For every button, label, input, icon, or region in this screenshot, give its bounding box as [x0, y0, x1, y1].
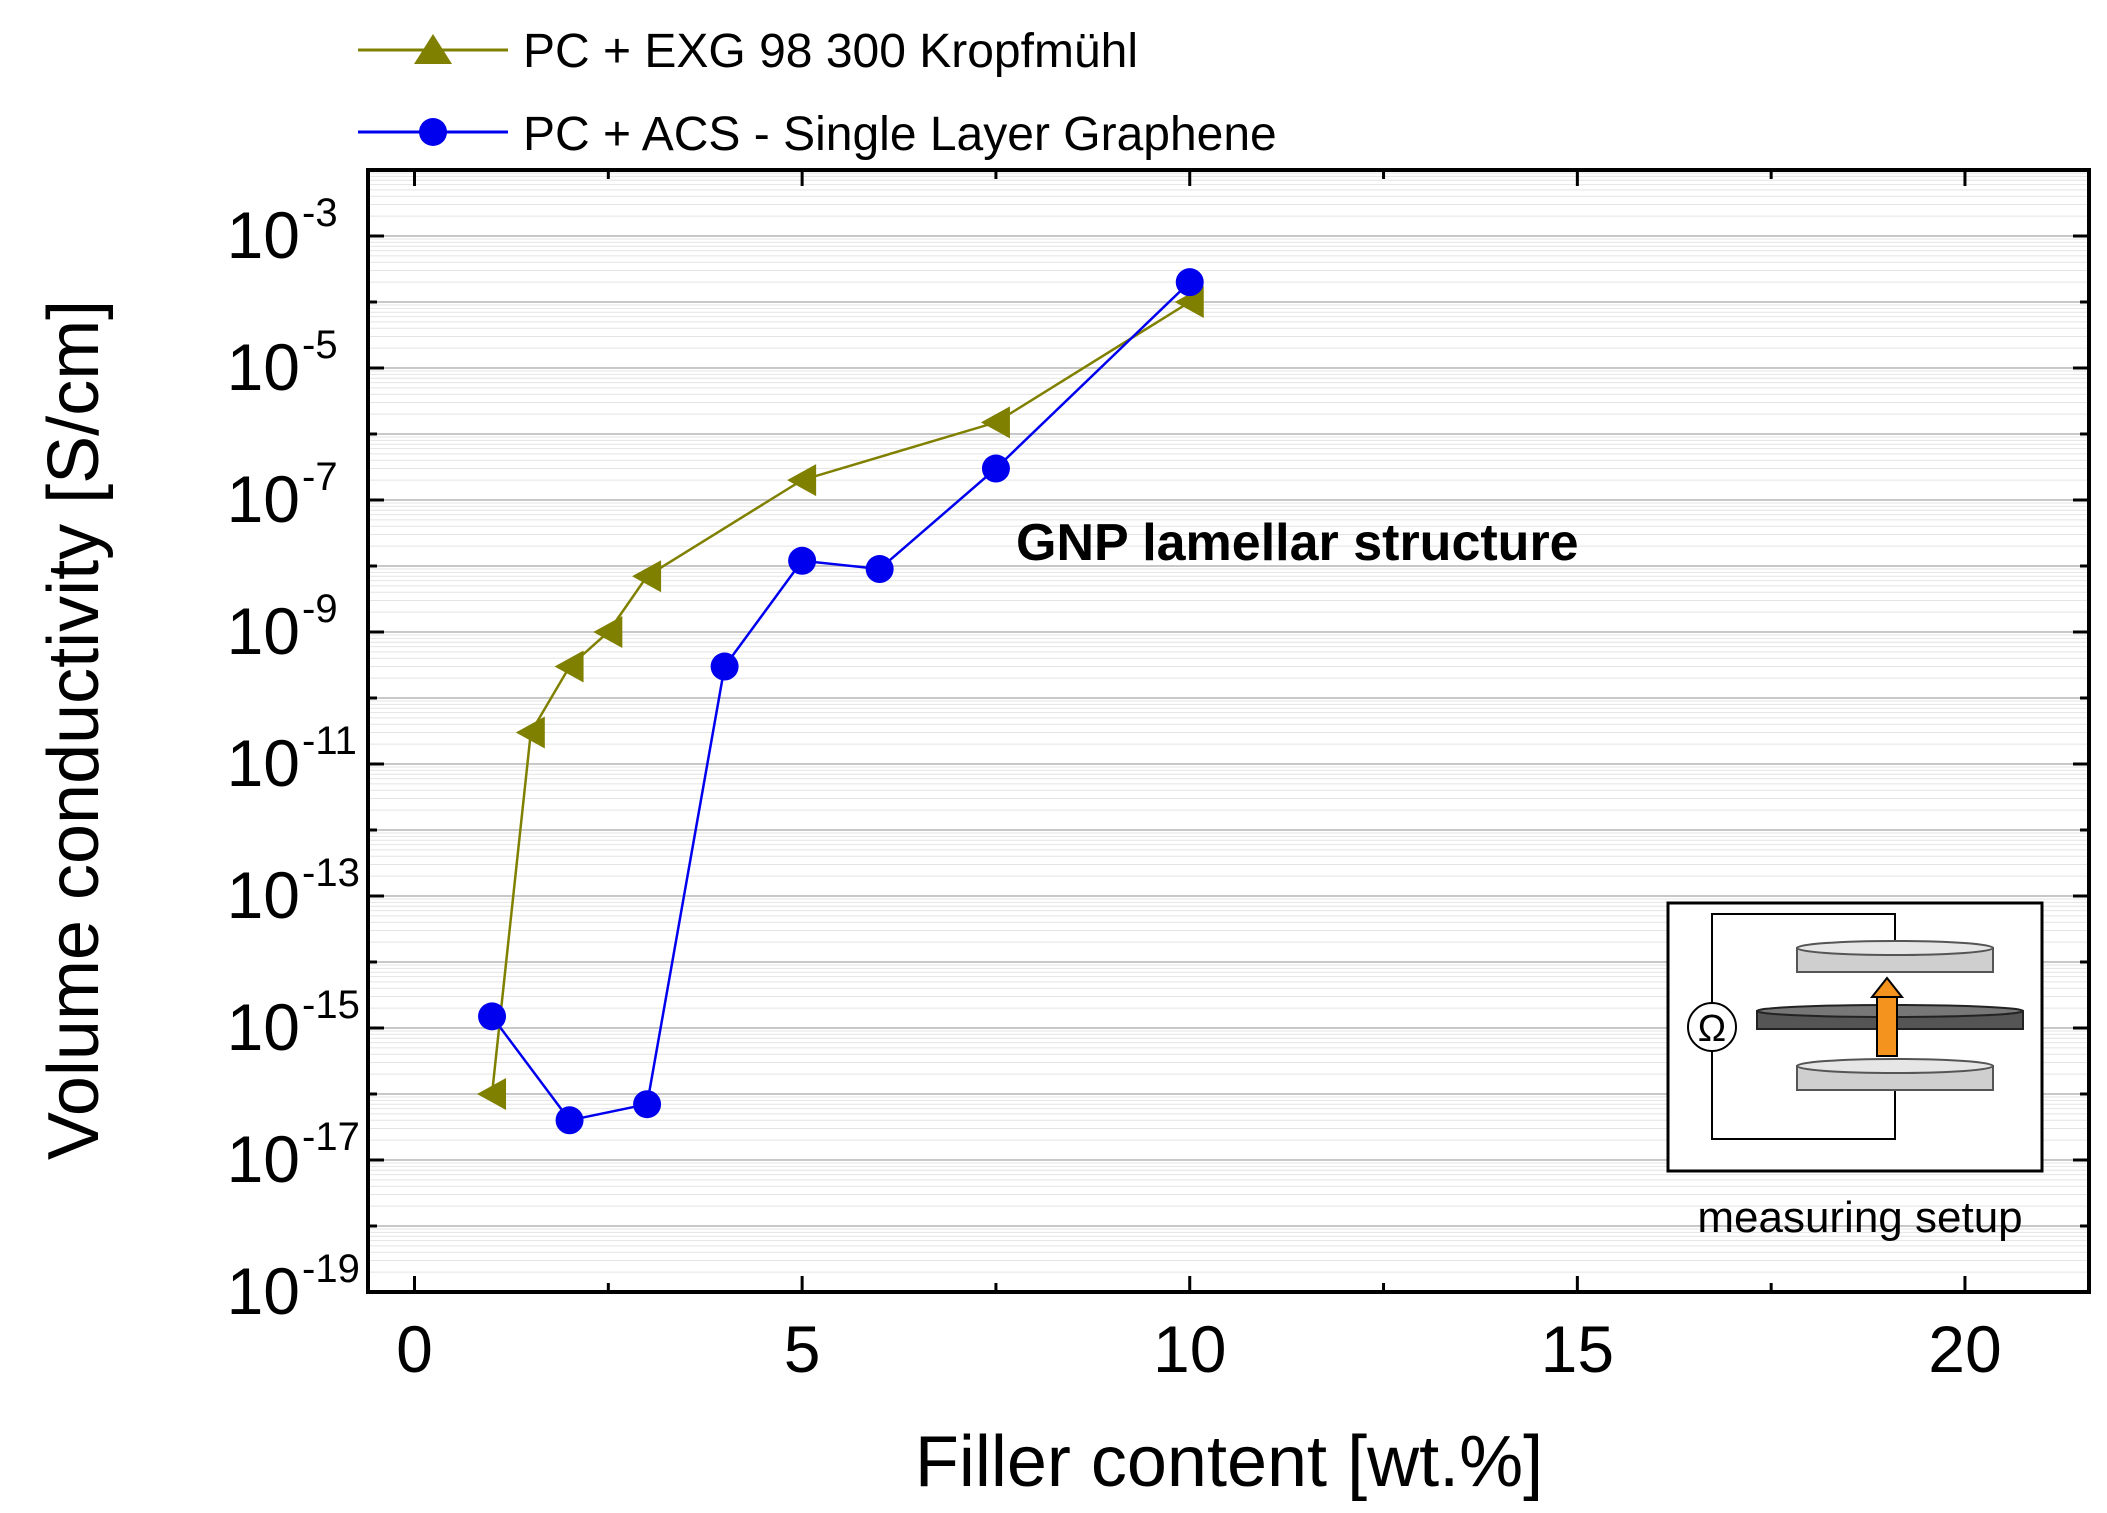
legend-marker-circle: [419, 118, 447, 146]
inset-ohm-symbol: Ω: [1698, 1008, 1726, 1050]
data-point: [633, 1090, 662, 1119]
inset-caption: measuring setup: [1697, 1193, 2022, 1242]
data-point: [478, 1002, 507, 1031]
y-tick-label: 10: [227, 594, 300, 668]
annotation-gnp: GNP lamellar structure: [1016, 514, 1579, 572]
data-point: [1175, 268, 1204, 297]
y-tick-label: 10: [227, 462, 300, 536]
plot-frame: [366, 168, 2091, 1294]
x-tick-label: 0: [396, 1312, 433, 1386]
x-tick-label: 20: [1928, 1312, 2001, 1386]
data-point: [477, 1078, 507, 1110]
y-tick-label: 10: [227, 1122, 300, 1196]
x-tick-label: 5: [784, 1312, 821, 1386]
data-point: [865, 555, 894, 584]
y-tick-exponent: -3: [302, 191, 338, 235]
inset-top-electrode: [1796, 940, 1994, 973]
y-tick-exponent: -11: [302, 719, 357, 763]
x-axis-title: Filler content [wt.%]: [915, 1422, 1543, 1502]
y-tick-exponent: -17: [302, 1115, 360, 1159]
y-axis-title: Volume conductivity [S/cm]: [34, 300, 114, 1160]
legend: PC + EXG 98 300 Kropfmühl PC + ACS - Sin…: [358, 25, 1277, 161]
data-point: [787, 464, 817, 497]
y-tick-exponent: -15: [302, 983, 360, 1027]
data-point: [980, 406, 1010, 439]
y-tick-label: 10: [227, 198, 300, 272]
y-tick-label: 10: [227, 858, 300, 932]
y-tick-exponent: -5: [302, 323, 338, 367]
legend-marker-triangle: [414, 34, 452, 64]
inset-measuring-setup: Ω measuring setup: [1666, 901, 2044, 1242]
series-layer: [477, 268, 1204, 1135]
data-point: [593, 616, 623, 648]
y-tick-exponent: -9: [302, 587, 338, 631]
legend-label-acs: PC + ACS - Single Layer Graphene: [523, 108, 1277, 161]
data-point: [554, 650, 584, 683]
y-tick-label: 10: [227, 330, 300, 404]
data-point: [981, 454, 1010, 483]
legend-label-exg: PC + EXG 98 300 Kropfmühl: [523, 25, 1138, 78]
inset-bottom-electrode: [1796, 1058, 1994, 1091]
x-tick-label: 15: [1541, 1312, 1614, 1386]
data-point: [788, 546, 817, 575]
y-tick-exponent: -7: [302, 455, 338, 499]
x-tick-label: 10: [1153, 1312, 1226, 1386]
data-point: [710, 652, 739, 681]
y-tick-exponent: -19: [302, 1247, 360, 1291]
y-tick-exponent: -13: [302, 851, 360, 895]
y-tick-label: 10: [227, 726, 300, 800]
inset-ohmmeter: [1687, 1002, 1737, 1052]
y-tick-label: 10: [227, 990, 300, 1064]
y-tick-label: 10: [227, 1254, 300, 1328]
data-point: [632, 560, 662, 593]
data-point: [555, 1106, 584, 1135]
arrow-up-icon: [1869, 976, 1905, 1057]
data-point: [515, 716, 545, 749]
